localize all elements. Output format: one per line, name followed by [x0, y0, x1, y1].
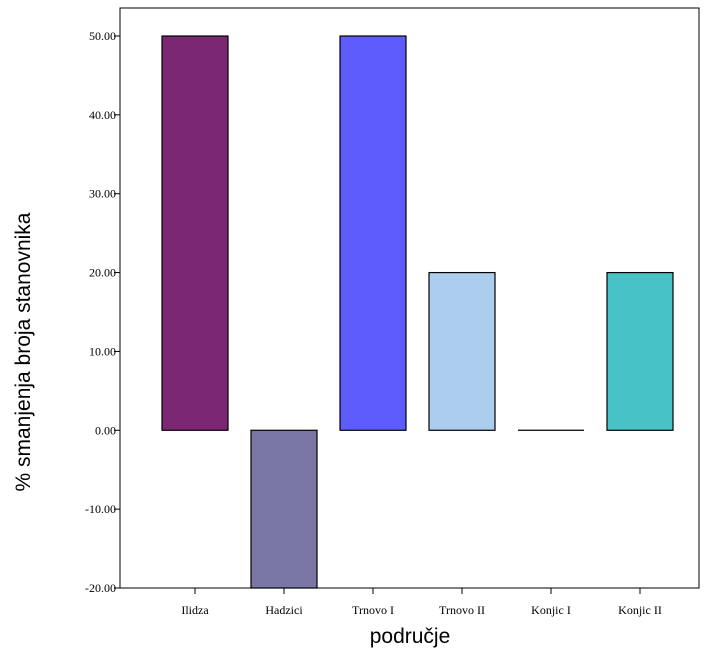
bar: [606, 271, 674, 431]
bar: [161, 35, 229, 431]
y-tick-label: 10.00: [89, 344, 116, 358]
y-tick-label: -10.00: [85, 502, 116, 516]
y-axis-title: % smanjenja broja stanovnika: [12, 212, 35, 491]
y-tick-label: 40.00: [89, 108, 116, 122]
y-tick-label: 30.00: [89, 187, 116, 201]
bar: [339, 35, 407, 431]
x-tick-label: Konjic I: [531, 603, 571, 617]
x-tick-label: Hadzici: [265, 603, 303, 617]
x-tick-label: Trnovo I: [352, 603, 394, 617]
x-tick-label: Ilidza: [181, 603, 209, 617]
bars: [161, 35, 674, 589]
y-tick-label: -20.00: [85, 581, 116, 595]
x-axis-title: područje: [370, 625, 451, 648]
y-tick-label: 20.00: [89, 266, 116, 280]
y-axis-ticks: 50.00 40.00 30.00 20.00 10.00 0.00 -10.00 -20.0…: [85, 29, 120, 595]
x-tick-label: Konjic II: [618, 603, 662, 617]
bar: [250, 429, 318, 589]
y-tick-label: 0.00: [95, 423, 116, 437]
bar: [428, 271, 496, 431]
plot-frame: [119, 7, 700, 589]
x-axis-ticks: Ilidza Hadzici Trnovo I Trnovo II Konjic I Ko…: [181, 588, 662, 617]
y-tick-label: 50.00: [89, 29, 116, 43]
x-tick-label: Trnovo II: [439, 603, 485, 617]
